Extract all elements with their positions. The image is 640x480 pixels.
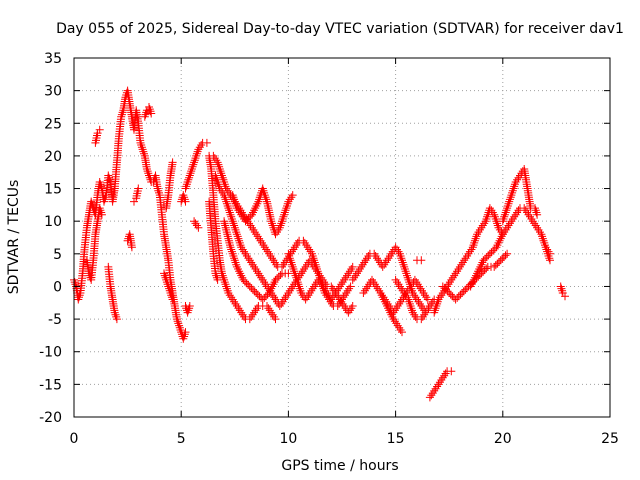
y-axis-tick-labels: -20 -15 -10 -5 0 5 10 15 20 25 30 35	[39, 51, 62, 426]
y-tick-label: 25	[44, 116, 62, 132]
y-axis-title: SDTVAR / TECUs	[6, 180, 22, 295]
y-tick-label: 15	[44, 182, 62, 198]
data-point-markers	[70, 86, 190, 343]
data-point-markers	[434, 165, 569, 389]
x-tick-label: 20	[494, 431, 512, 447]
y-tick-label: -15	[39, 377, 62, 393]
axis-ticks	[73, 57, 611, 418]
data-point-markers	[205, 184, 507, 402]
chart-title: Day 055 of 2025, Sidereal Day-to-day VTE…	[56, 21, 624, 37]
y-tick-label: -10	[39, 345, 62, 361]
y-tick-label: -5	[48, 312, 62, 328]
x-axis-title: GPS time / hours	[281, 458, 398, 474]
x-tick-label: 10	[279, 431, 297, 447]
grid-layer	[74, 58, 610, 417]
x-tick-label: 15	[387, 431, 405, 447]
y-tick-label: 30	[44, 84, 62, 100]
x-tick-label: 5	[177, 431, 186, 447]
y-tick-label: -20	[39, 410, 62, 426]
data-marks	[70, 86, 569, 402]
y-tick-label: 0	[53, 279, 62, 295]
x-tick-label: 0	[70, 431, 79, 447]
plot-frame	[73, 57, 611, 418]
y-tick-label: 10	[44, 214, 62, 230]
y-tick-label: 20	[44, 149, 62, 165]
x-tick-label: 25	[601, 431, 619, 447]
x-axis-tick-labels: 0 5 10 15 20 25	[70, 431, 619, 447]
y-tick-label: 35	[44, 51, 62, 67]
y-tick-label: 5	[53, 247, 62, 263]
